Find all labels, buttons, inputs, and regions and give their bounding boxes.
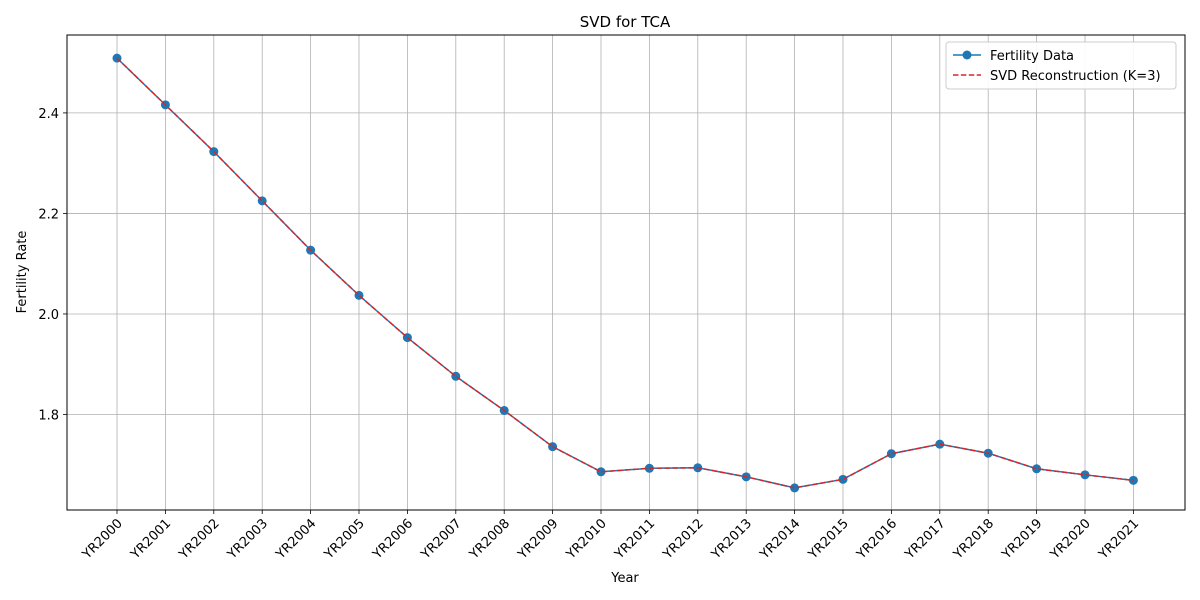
series-group xyxy=(112,53,1138,493)
y-tick-label: 2.2 xyxy=(38,207,59,222)
data-point-fertility-data xyxy=(596,467,606,477)
y-tick-label: 2.4 xyxy=(38,107,59,122)
data-point-fertility-data xyxy=(838,474,848,484)
data-point-fertility-data xyxy=(886,449,896,459)
plot-area-frame xyxy=(66,34,1186,511)
legend-item-fertility-data: Fertility Data xyxy=(953,49,1074,64)
x-axis-label: Year xyxy=(610,571,639,586)
data-point-fertility-data xyxy=(790,483,800,493)
data-point-fertility-data xyxy=(1032,464,1042,474)
data-point-fertility-data xyxy=(1080,470,1090,480)
grid-lines xyxy=(67,35,1185,510)
chart-title: SVD for TCA xyxy=(580,13,671,31)
legend-box xyxy=(945,41,1177,90)
legend-item-svd-reconstruction: SVD Reconstruction (K=3) xyxy=(953,69,1161,84)
legend: Fertility Data SVD Reconstruction (K=3) xyxy=(945,41,1177,90)
y-tick-label: 2.0 xyxy=(38,308,59,323)
series-line-svd-reconstruction xyxy=(116,57,1134,489)
y-axis-label: Fertility Rate xyxy=(15,231,30,314)
legend-label-svd-reconstruction: SVD Reconstruction (K=3) xyxy=(990,69,1161,84)
legend-label-fertility-data: Fertility Data xyxy=(990,49,1074,64)
y-tick-label: 1.8 xyxy=(38,408,59,423)
legend-marker-fertility-data xyxy=(962,50,972,60)
